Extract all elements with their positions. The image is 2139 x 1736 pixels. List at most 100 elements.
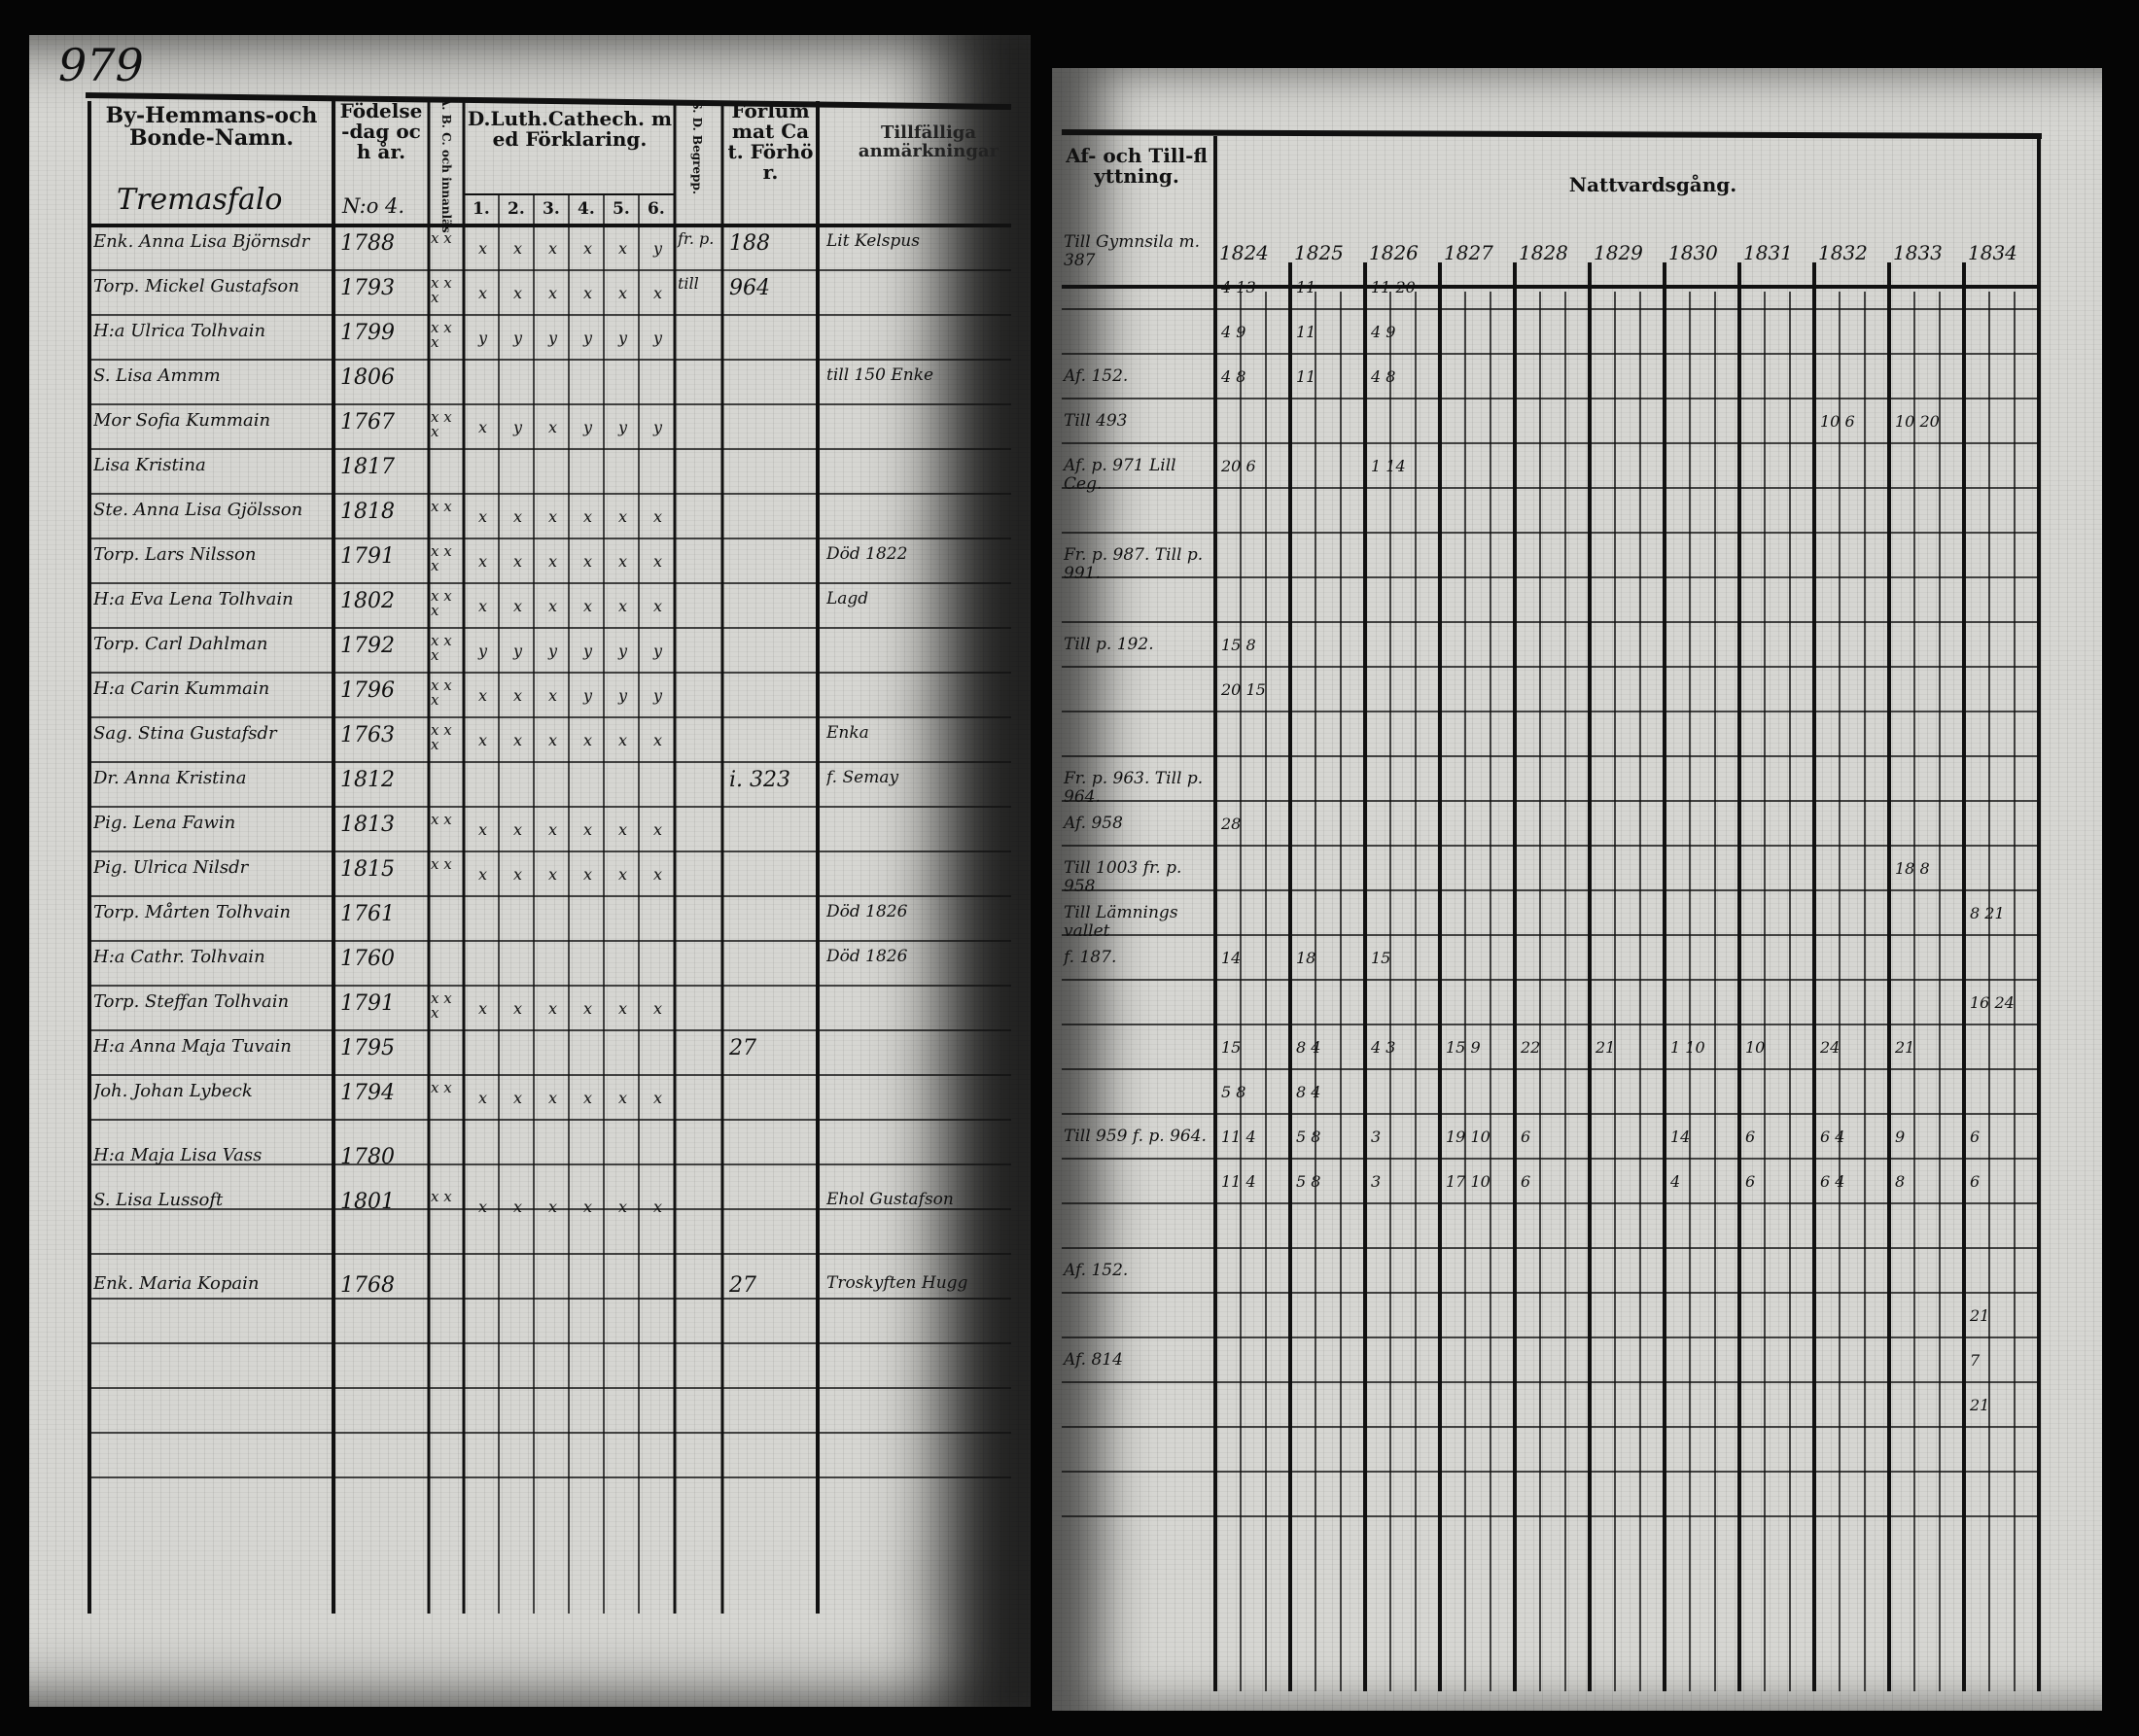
top-rule-right (1061, 129, 2043, 139)
header-birth: Födelse-dag och år. (339, 99, 423, 163)
year-header: 1833 (1893, 241, 1943, 264)
communion-mark: 4 (1670, 1172, 1681, 1191)
communion-mark: 15 (1221, 1038, 1242, 1057)
catech-part-label: 2. (508, 199, 525, 219)
catech-mark: y (583, 642, 593, 660)
catech-mark: y (618, 418, 628, 436)
birth-year: 1802 (340, 589, 395, 613)
communion-mark: 4 9 (1221, 323, 1246, 341)
person-name: H:a Anna Maja Tuvain (93, 1036, 292, 1057)
catech-mark: x (478, 284, 488, 302)
catech-part-label: 5. (613, 199, 630, 219)
left-register-page (29, 35, 1031, 1707)
catech-mark: x (513, 1198, 523, 1216)
header-name: By-Hemmans-och Bonde-Namn. (105, 103, 318, 152)
catech-mark: x (653, 597, 663, 615)
birth-year: 1792 (340, 634, 395, 658)
communion-mark: 15 8 (1221, 636, 1256, 654)
communion-mark: 10 6 (1820, 412, 1855, 431)
catech-mark: x (478, 686, 488, 705)
catech-mark: x (478, 820, 488, 839)
year-header: 1828 (1519, 241, 1568, 264)
communion-mark: 4 8 (1371, 367, 1396, 386)
communion-mark: 6 4 (1820, 1128, 1845, 1146)
catech-mark: x (618, 1089, 628, 1107)
catech-mark: x (513, 284, 523, 302)
catech-mark: x (548, 1089, 558, 1107)
catech-mark: y (478, 329, 488, 347)
birth-year: 1813 (340, 813, 395, 837)
header-tillfalliga: Tillfälliga anmärkningar (858, 122, 999, 161)
catech-mark: x (548, 686, 558, 705)
catech-part-label: 6. (648, 199, 665, 219)
catech-mark: x (618, 1198, 628, 1216)
abc-marks: x x x (431, 408, 452, 440)
header-abc: A. B. C. och innanläs (439, 97, 453, 233)
person-name: S. Lisa Lussoft (93, 1190, 224, 1210)
abc-marks: x x x (431, 542, 452, 574)
forhor-note: i. 323 (729, 768, 791, 792)
catech-mark: y (583, 418, 593, 436)
abc-marks: x x (431, 229, 452, 247)
communion-mark: 6 (1745, 1128, 1756, 1146)
header-communion: Nattvardsgång. (1568, 173, 1737, 196)
communion-mark: 8 21 (1970, 904, 2005, 922)
moving-note: Af. p. 971 Lill Ceg. (1064, 456, 1176, 494)
catech-mark: x (583, 597, 593, 615)
catech-mark: x (583, 1198, 593, 1216)
remark-note: Lagd (826, 589, 869, 608)
communion-mark: 14 (1221, 949, 1242, 967)
abc-marks: x x x (431, 319, 452, 351)
catech-mark: x (548, 820, 558, 839)
catech-mark: x (548, 597, 558, 615)
abc-marks: x x x (431, 632, 452, 664)
communion-mark: 5 8 (1296, 1172, 1321, 1191)
forhor-note: 964 (729, 276, 770, 300)
abc-marks: x x (431, 811, 452, 828)
person-name: H:a Eva Lena Tolhvain (93, 589, 294, 609)
catech-mark: x (513, 1089, 523, 1107)
catech-mark: x (548, 1198, 558, 1216)
person-name: Mor Sofia Kummain (93, 410, 271, 431)
birth-year: 1763 (340, 723, 395, 747)
catech-mark: x (583, 552, 593, 571)
catech-mark: y (548, 642, 558, 660)
communion-mark: 11 4 (1221, 1128, 1256, 1146)
communion-mark: 3 (1371, 1128, 1382, 1146)
remark-note: Troskyften Hugg (826, 1273, 968, 1293)
catech-mark: x (653, 865, 663, 884)
catech-mark: x (653, 1089, 663, 1107)
communion-mark: 20 6 (1221, 457, 1256, 475)
communion-mark: 9 (1895, 1128, 1906, 1146)
catech-mark: x (618, 507, 628, 526)
birth-year: 1796 (340, 678, 395, 703)
catech-mark: y (583, 329, 593, 347)
birth-year: 1794 (340, 1081, 395, 1105)
catech-mark: x (548, 418, 558, 436)
communion-mark: 14 (1670, 1128, 1691, 1146)
birth-year: 1795 (340, 1036, 395, 1060)
catech-mark: x (583, 820, 593, 839)
catech-mark: x (478, 731, 488, 749)
birth-year: 1767 (340, 410, 395, 434)
communion-mark: 15 9 (1446, 1038, 1481, 1057)
catech-mark: y (653, 329, 663, 347)
communion-mark: 6 (1745, 1172, 1756, 1191)
person-name: Torp. Lars Nilsson (93, 544, 257, 565)
catech-mark: x (653, 731, 663, 749)
abc-marks: x x x (431, 677, 452, 709)
catech-mark: x (478, 552, 488, 571)
top-rule (85, 92, 1012, 110)
catech-mark: x (548, 284, 558, 302)
moving-note: Till 959 f. p. 964. (1064, 1127, 1207, 1146)
birth-year: 1818 (340, 500, 395, 524)
catech-mark: x (653, 999, 663, 1018)
catech-mark: x (618, 865, 628, 884)
birth-year: 1799 (340, 321, 395, 345)
communion-mark: 15 (1371, 949, 1391, 967)
catech-mark: x (513, 597, 523, 615)
catech-mark: x (583, 999, 593, 1018)
person-name: Torp. Steffan Tolhvain (93, 991, 290, 1012)
person-name: Pig. Lena Fawin (93, 813, 236, 833)
birth-year: 1761 (340, 902, 395, 926)
